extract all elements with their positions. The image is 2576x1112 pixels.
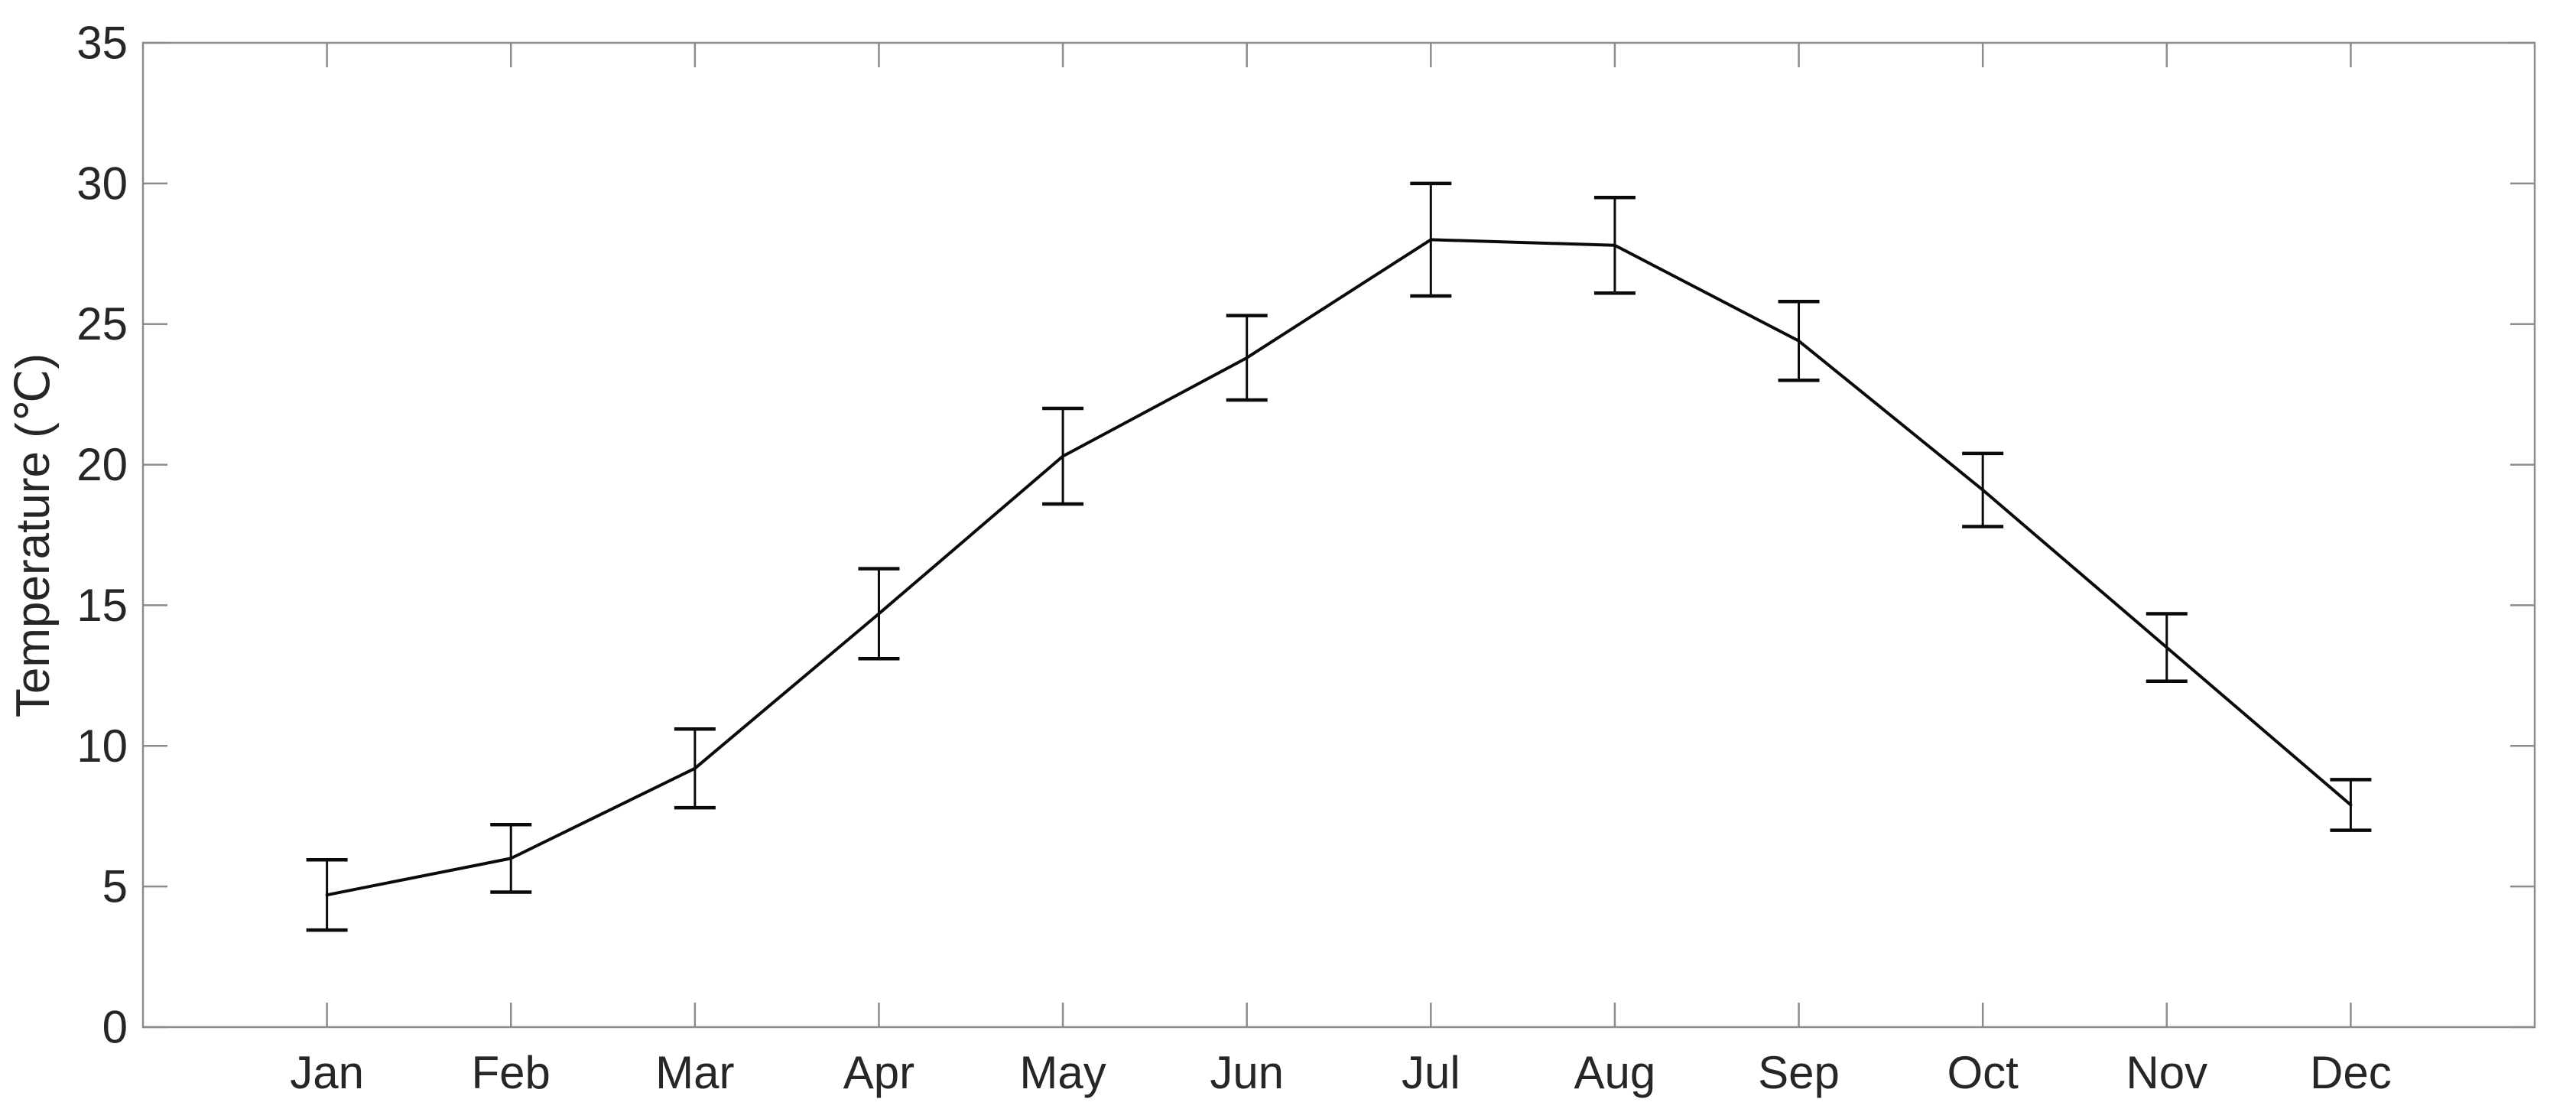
axes-layer (141, 41, 2536, 1029)
y-tick-label: 0 (102, 1002, 128, 1053)
x-tick-label: Jul (1402, 1047, 1460, 1098)
y-tick-label: 20 (76, 439, 128, 490)
y-tick-label: 30 (76, 158, 128, 209)
x-tick-label: Feb (472, 1047, 551, 1098)
x-tick-label: Apr (843, 1047, 914, 1098)
y-tick-label: 25 (76, 298, 128, 350)
x-tick-label: Aug (1574, 1047, 1656, 1098)
x-tick-label: May (1019, 1047, 1106, 1098)
y-axis-title: Temperature (℃) (7, 353, 60, 717)
plot-box (141, 41, 2536, 1029)
x-tick-label: Mar (655, 1047, 734, 1098)
y-tick-label: 10 (76, 720, 128, 772)
data-layer (306, 181, 2372, 932)
y-tick-label: 5 (102, 861, 128, 912)
x-tick-label: Oct (1947, 1047, 2019, 1098)
x-tick-label: Sep (1758, 1047, 1840, 1098)
temperature-line (325, 238, 2353, 897)
y-tick-label: 35 (76, 18, 128, 69)
x-tick-label: Dec (2310, 1047, 2392, 1098)
x-tick-label: Jun (1210, 1047, 1284, 1098)
x-tick-label: Jan (290, 1047, 364, 1098)
x-tick-label: Nov (2126, 1047, 2207, 1098)
labels-layer: 0 5 10 15 20 25 30 35 Jan Feb Mar Apr May Jun Jul Aug Se… (76, 18, 2391, 1099)
y-tick-label: 15 (76, 580, 128, 631)
